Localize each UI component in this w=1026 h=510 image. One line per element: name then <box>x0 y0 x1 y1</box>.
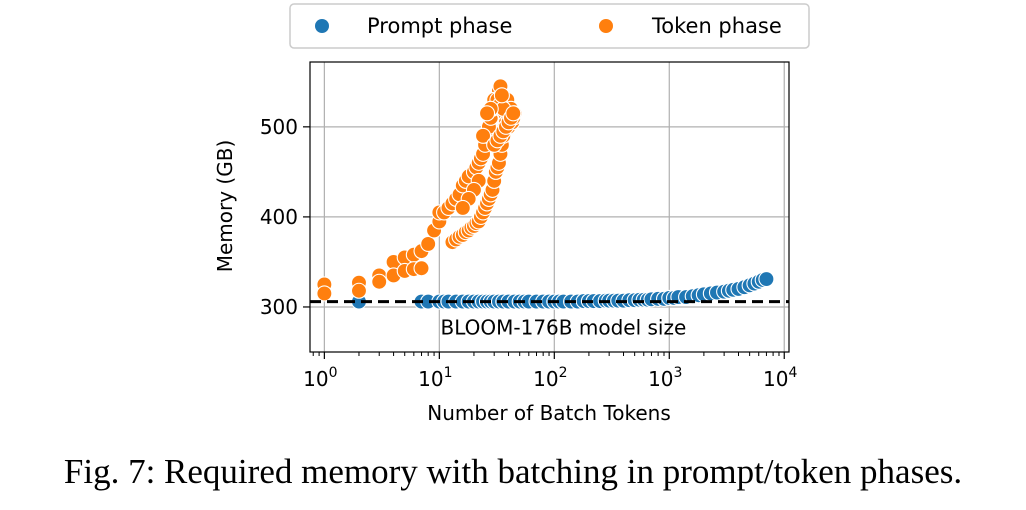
memory-scatter-chart: Prompt phase Token phase BLOOM-176B mode… <box>213 3 810 425</box>
annotations: BLOOM-176B model size <box>310 300 789 339</box>
data-point <box>505 105 522 122</box>
x-tick-label: 103 <box>648 365 682 391</box>
data-point <box>371 273 388 290</box>
data-points <box>316 78 775 310</box>
x-tick-label: 104 <box>763 365 797 391</box>
data-point <box>454 199 471 216</box>
legend-frame <box>289 3 810 49</box>
data-point <box>478 105 496 122</box>
data-point <box>474 127 492 144</box>
model-size-annotation: BLOOM-176B model size <box>441 315 687 339</box>
data-point <box>758 270 775 288</box>
legend-marker-token-phase <box>599 19 613 33</box>
x-tick-label: 101 <box>418 365 452 391</box>
figure-caption: Fig. 7: Required memory with batching in… <box>63 452 963 491</box>
data-point <box>493 87 510 104</box>
legend-marker-prompt-phase <box>315 19 329 33</box>
data-point <box>350 282 368 299</box>
axis-ticks: 100 101 102 103 104 300 400 500 <box>260 115 798 391</box>
series-prompt-phase <box>350 270 775 310</box>
data-point <box>413 260 430 277</box>
y-axis-label: Memory (GB) <box>213 140 237 273</box>
y-tick-label: 400 <box>260 205 298 229</box>
x-tick-label: 102 <box>533 365 567 391</box>
x-tick-label: 100 <box>303 365 337 391</box>
legend-label-token-phase: Token phase <box>651 14 782 38</box>
y-tick-label: 500 <box>260 115 298 139</box>
y-tick-label: 300 <box>260 295 298 319</box>
data-point <box>316 285 333 302</box>
legend: Prompt phase Token phase <box>289 3 810 49</box>
legend-label-prompt-phase: Prompt phase <box>367 14 512 38</box>
series-token-phase <box>316 78 523 302</box>
data-point <box>420 235 437 252</box>
x-axis-label: Number of Batch Tokens <box>427 401 671 425</box>
